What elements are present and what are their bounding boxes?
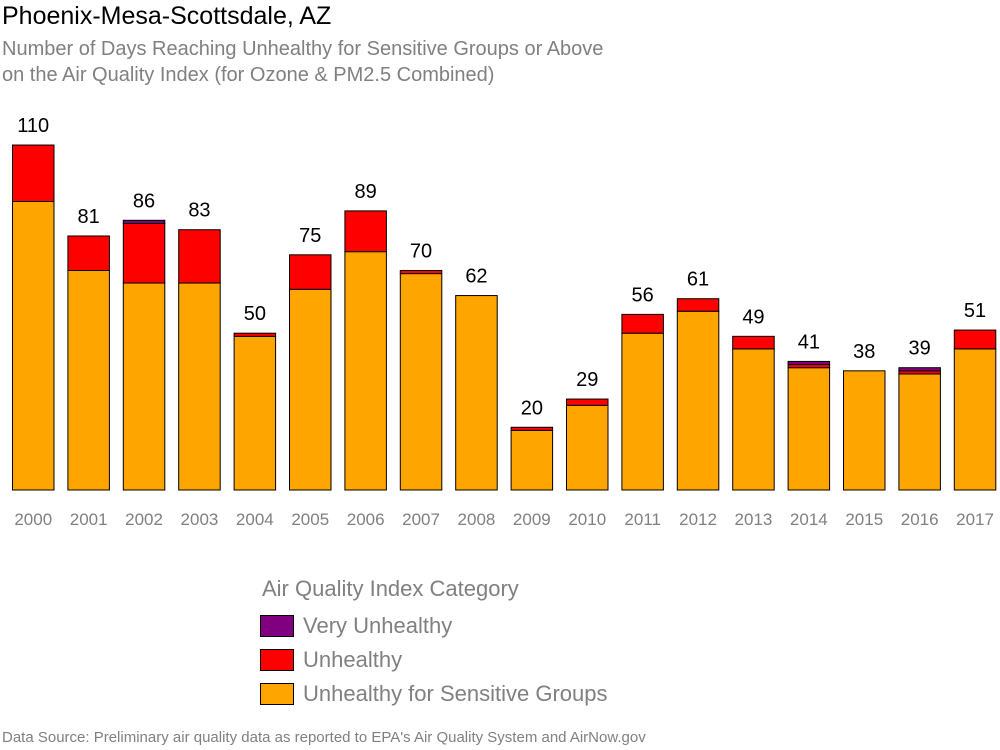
x-tick-label-2000: 2000 [14, 510, 52, 529]
x-tick-label-2001: 2001 [70, 510, 108, 529]
bar-2009-unhealthy-for-sensitive-groups [510, 429, 554, 491]
x-tick-label-2017: 2017 [956, 510, 994, 529]
bar-2015-unhealthy-for-sensitive-groups [843, 370, 886, 491]
x-tick-label-2012: 2012 [679, 510, 717, 529]
data-label-2014: 41 [798, 331, 820, 353]
bar-2002-unhealthy-for-sensitive-groups [122, 282, 166, 491]
bar-2001-unhealthy-for-sensitive-groups [67, 269, 110, 491]
bar-2002-very-unhealthy [122, 219, 166, 224]
x-tick-label-2011: 2011 [624, 510, 661, 529]
x-tick-label-2007: 2007 [402, 510, 440, 529]
data-label-2003: 83 [188, 200, 210, 222]
data-source-note: Data Source: Preliminary air quality dat… [2, 729, 646, 746]
bar-2012-unhealthy-for-sensitive-groups [676, 310, 720, 491]
data-label-2006: 89 [355, 181, 377, 203]
data-label-2013: 49 [742, 306, 764, 328]
legend-label-usg: Unhealthy for Sensitive Groups [303, 681, 608, 706]
bar-2005-unhealthy [289, 254, 332, 290]
bar-2001-unhealthy [67, 235, 110, 271]
data-label-2004: 50 [244, 303, 266, 325]
data-label-2007: 70 [410, 240, 432, 262]
x-tick-label-2015: 2015 [845, 510, 883, 529]
bar-2017-unhealthy [953, 329, 997, 350]
bar-2011-unhealthy [621, 313, 664, 334]
chart-title: Phoenix-Mesa-Scottsdale, AZ [2, 2, 332, 30]
legend-swatch-usg [260, 683, 294, 705]
data-label-2008: 62 [465, 266, 487, 288]
bar-2003-unhealthy [178, 229, 221, 284]
x-tick-label-2003: 2003 [181, 510, 219, 529]
x-tick-label-2010: 2010 [568, 510, 606, 529]
bar-2006-unhealthy-for-sensitive-groups [344, 251, 387, 491]
bar-2004-unhealthy-for-sensitive-groups [233, 335, 277, 491]
bar-2013-unhealthy-for-sensitive-groups [732, 348, 775, 491]
x-tick-label-2014: 2014 [790, 510, 828, 529]
legend-label-unhealthy: Unhealthy [303, 647, 403, 672]
subtitle-line-2: on the Air Quality Index (for Ozone & PM… [2, 64, 495, 86]
bar-2016-unhealthy-for-sensitive-groups [898, 373, 941, 491]
data-label-2005: 75 [299, 225, 321, 247]
bar-2000-unhealthy-for-sensitive-groups [12, 200, 55, 491]
data-label-2016: 39 [909, 338, 931, 360]
data-label-2001: 81 [78, 206, 100, 228]
bar-2010-unhealthy-for-sensitive-groups [566, 404, 609, 491]
bar-2011-unhealthy-for-sensitive-groups [621, 332, 664, 491]
data-label-2010: 29 [576, 369, 598, 391]
x-tick-label-2004: 2004 [236, 510, 274, 529]
bar-2003-unhealthy-for-sensitive-groups [178, 282, 221, 491]
bar-2014-very-unhealthy [787, 360, 831, 366]
data-label-2011: 56 [632, 284, 654, 306]
bar-2013-unhealthy [732, 335, 775, 350]
subtitle-line-1: Number of Days Reaching Unhealthy for Se… [2, 38, 604, 60]
legend-title: Air Quality Index Category [262, 576, 519, 601]
bar-2012-unhealthy [676, 298, 720, 312]
bar-2006-unhealthy [344, 210, 387, 253]
x-tick-label-2013: 2013 [735, 510, 773, 529]
bar-2007-unhealthy [399, 269, 443, 275]
data-label-2000: 110 [17, 115, 49, 137]
x-tick-label-2005: 2005 [291, 510, 329, 529]
data-label-2009: 20 [521, 397, 543, 419]
bar-2010-unhealthy [566, 398, 609, 406]
bar-2014-unhealthy-for-sensitive-groups [787, 367, 831, 491]
bar-2017-unhealthy-for-sensitive-groups [953, 348, 997, 491]
bar-2000-unhealthy [12, 144, 55, 202]
data-label-2015: 38 [853, 341, 875, 363]
bar-2005-unhealthy-for-sensitive-groups [289, 288, 332, 491]
bar-2002-unhealthy [122, 222, 166, 284]
legend-label-very-unhealthy: Very Unhealthy [303, 613, 453, 638]
data-label-2012: 61 [687, 269, 709, 291]
bar-2009-unhealthy [510, 426, 554, 431]
bar-chart: 110 2000 81 2001 86 2002 83 2003 50 2004 75 2005 89 2… [12, 115, 997, 529]
chart-subtitle: Number of Days Reaching Unhealthy for Se… [2, 36, 603, 88]
x-tick-label-2016: 2016 [901, 510, 939, 529]
legend-swatch-unhealthy [260, 649, 294, 671]
x-tick-label-2006: 2006 [347, 510, 385, 529]
x-tick-label-2009: 2009 [513, 510, 551, 529]
bar-2008-unhealthy-for-sensitive-groups [455, 295, 498, 491]
bar-2016-very-unhealthy [898, 367, 941, 372]
data-label-2017: 51 [964, 300, 986, 322]
x-tick-label-2002: 2002 [125, 510, 163, 529]
legend-swatch-very-unhealthy [260, 615, 294, 637]
x-tick-label-2008: 2008 [458, 510, 496, 529]
bar-2004-unhealthy [233, 332, 277, 337]
bar-2007-unhealthy-for-sensitive-groups [399, 273, 443, 491]
data-label-2002: 86 [133, 190, 155, 212]
